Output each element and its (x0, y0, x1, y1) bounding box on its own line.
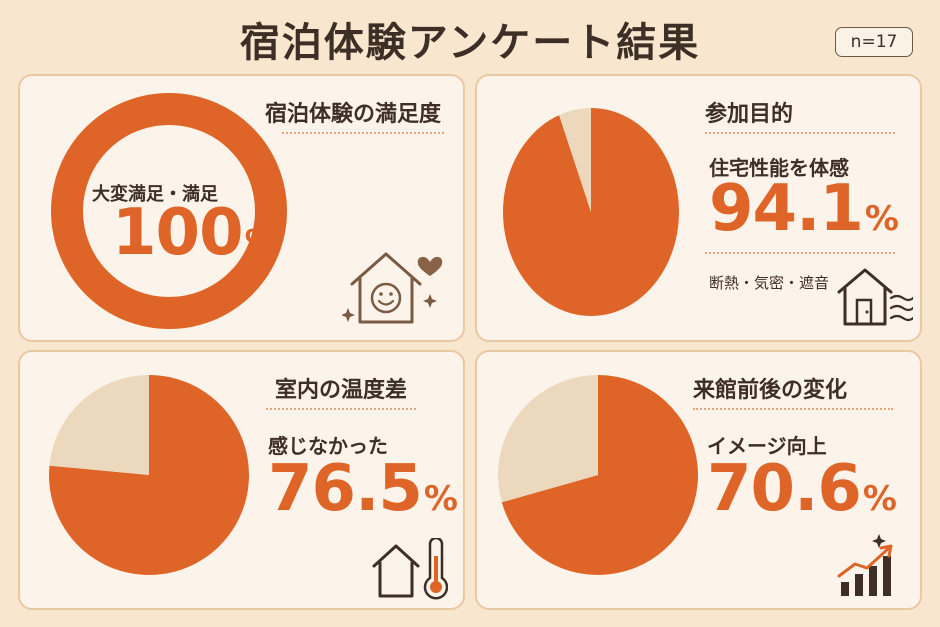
temperature-divider (266, 408, 416, 410)
satisfaction-value-unit: % (244, 223, 279, 263)
temperature-heading: 室内の温度差 (274, 378, 407, 403)
satisfaction-card: 大変満足・満足 100% 宿泊体験の満足度 (18, 74, 465, 342)
purpose-note: 断熱・気密・遮音 (709, 274, 830, 292)
pie-slice-3-1 (48, 375, 249, 575)
house-thermometer-icon (372, 538, 448, 600)
purpose-value-unit: % (864, 199, 899, 239)
growth-chart-icon (837, 534, 893, 596)
pie-slice-2-2 (559, 108, 591, 212)
purpose-pie-chart (503, 108, 679, 316)
donut-slice-1-1 (51, 93, 287, 329)
temperature-pie-chart (48, 375, 249, 575)
image-change-label: イメージ向上 (707, 434, 827, 458)
pie-slice-3-2 (49, 375, 149, 475)
purpose-heading: 参加目的 (705, 102, 794, 127)
temperature-value-unit: % (423, 479, 458, 519)
sample-size-badge: n=17 (835, 27, 913, 57)
image-change-divider (693, 408, 893, 410)
pie-slice-4-1 (501, 375, 698, 575)
image-change-card: 来館前後の変化 イメージ向上 70.6% (475, 350, 922, 610)
purpose-divider-top (705, 132, 895, 134)
house-wind-icon (837, 268, 913, 326)
smiling-house-heart-icon (342, 252, 443, 324)
image-change-value: 70.6% (707, 452, 897, 526)
satisfaction-label: 大変満足・満足 (92, 184, 218, 205)
satisfaction-divider (282, 132, 444, 134)
purpose-card: 参加目的 住宅性能を体感 94.1% 断熱・気密・遮音 (475, 74, 922, 342)
image-change-pie-chart (498, 375, 698, 575)
satisfaction-heading: 宿泊体験の満足度 (264, 102, 441, 127)
satisfaction-value-number: 100 (112, 196, 244, 270)
purpose-label: 住宅性能を体感 (709, 156, 849, 180)
temperature-card: 室内の温度差 感じなかった 76.5% (18, 350, 465, 610)
page-title: 宿泊体験アンケート結果 (239, 20, 701, 66)
temperature-value-number: 76.5 (268, 452, 423, 526)
pie-slice-4-2 (498, 375, 598, 503)
temperature-value: 76.5% (268, 452, 458, 526)
purpose-value-number: 94.1 (709, 172, 864, 246)
image-change-value-number: 70.6 (707, 452, 862, 526)
satisfaction-value: 100% (112, 196, 279, 270)
image-change-value-unit: % (862, 479, 897, 519)
purpose-value: 94.1% (709, 172, 899, 246)
purpose-divider-bottom (705, 252, 895, 254)
temperature-label: 感じなかった (268, 434, 388, 458)
image-change-heading: 来館前後の変化 (693, 378, 848, 403)
satisfaction-donut-chart (51, 93, 287, 329)
